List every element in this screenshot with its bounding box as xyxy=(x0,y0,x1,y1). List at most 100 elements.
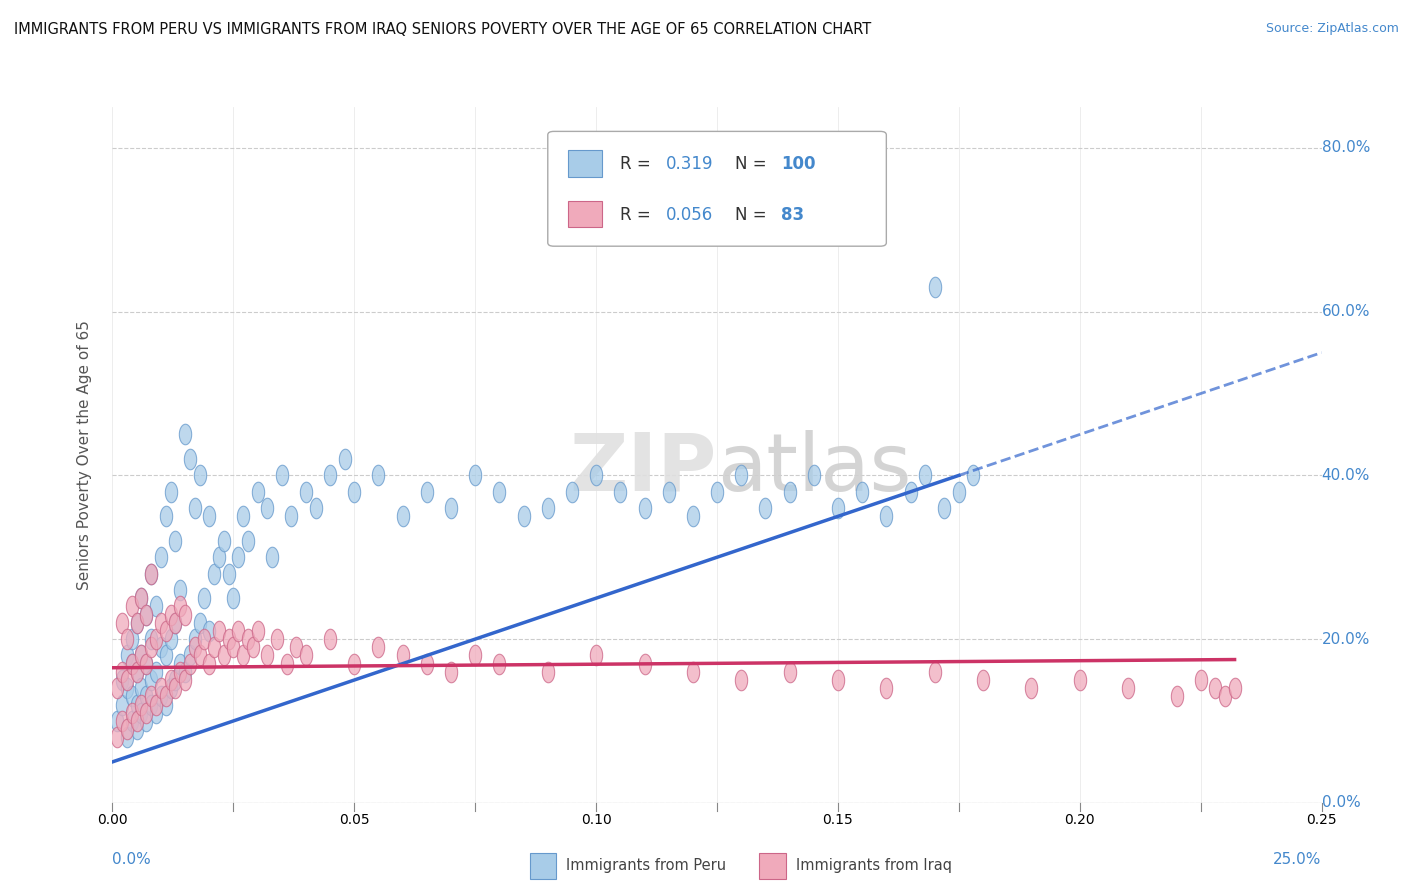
Point xyxy=(115,731,138,745)
Point xyxy=(111,673,134,687)
Text: 40.0%: 40.0% xyxy=(1322,468,1369,483)
Point xyxy=(1021,681,1043,696)
Point xyxy=(803,468,825,483)
Point xyxy=(155,690,177,704)
Point xyxy=(125,698,148,712)
Text: 0.056: 0.056 xyxy=(666,206,713,224)
Point xyxy=(165,615,187,630)
Point xyxy=(295,484,318,499)
Point xyxy=(141,690,163,704)
Point xyxy=(779,665,801,679)
Point xyxy=(262,550,284,565)
Point xyxy=(145,632,167,646)
Point xyxy=(125,615,148,630)
Point xyxy=(131,648,153,663)
Text: 0.0%: 0.0% xyxy=(1322,796,1361,810)
Point xyxy=(155,624,177,638)
Point xyxy=(208,624,231,638)
Point xyxy=(488,657,510,671)
Point xyxy=(633,657,655,671)
Point xyxy=(121,599,143,614)
Point xyxy=(706,484,728,499)
Point xyxy=(145,698,167,712)
Text: 100: 100 xyxy=(782,155,815,173)
Point xyxy=(165,681,187,696)
Point xyxy=(111,714,134,728)
Point xyxy=(165,673,187,687)
Point xyxy=(319,468,342,483)
Point xyxy=(174,607,197,622)
Point xyxy=(754,501,776,516)
Point xyxy=(135,607,157,622)
Point xyxy=(179,452,201,467)
Point xyxy=(115,632,138,646)
Point xyxy=(174,665,197,679)
Point xyxy=(972,673,994,687)
Point xyxy=(121,657,143,671)
Point xyxy=(440,665,463,679)
Point xyxy=(464,468,486,483)
Point xyxy=(125,665,148,679)
Point xyxy=(125,615,148,630)
Point xyxy=(256,501,278,516)
Point xyxy=(585,648,607,663)
Point xyxy=(131,591,153,606)
Point xyxy=(1223,681,1246,696)
Point xyxy=(1166,690,1188,704)
FancyBboxPatch shape xyxy=(548,131,886,246)
Point xyxy=(948,484,970,499)
Point xyxy=(169,582,191,597)
Point xyxy=(924,280,946,294)
Point xyxy=(131,681,153,696)
Point xyxy=(155,648,177,663)
Point xyxy=(226,624,249,638)
Point xyxy=(319,632,342,646)
Point xyxy=(155,509,177,524)
Point xyxy=(827,501,849,516)
Point xyxy=(169,657,191,671)
Point xyxy=(222,640,245,655)
Point xyxy=(121,714,143,728)
Point xyxy=(131,706,153,720)
Point xyxy=(145,599,167,614)
Point xyxy=(174,427,197,442)
Point xyxy=(962,468,984,483)
Point xyxy=(105,731,128,745)
Point xyxy=(416,657,439,671)
Point xyxy=(179,648,201,663)
Point xyxy=(934,501,956,516)
Point xyxy=(121,706,143,720)
Text: R =: R = xyxy=(620,155,657,173)
Point xyxy=(121,690,143,704)
Point xyxy=(125,665,148,679)
Point xyxy=(159,673,181,687)
Point xyxy=(111,615,134,630)
Point xyxy=(537,665,560,679)
Point xyxy=(141,632,163,646)
Point xyxy=(208,550,231,565)
Point xyxy=(165,533,187,548)
Point xyxy=(145,665,167,679)
Text: atlas: atlas xyxy=(717,430,911,508)
Text: 80.0%: 80.0% xyxy=(1322,140,1369,155)
Point xyxy=(391,509,413,524)
Text: Source: ZipAtlas.com: Source: ZipAtlas.com xyxy=(1265,22,1399,36)
Point xyxy=(875,509,897,524)
Text: R =: R = xyxy=(620,206,657,224)
Text: 60.0%: 60.0% xyxy=(1322,304,1369,319)
Point xyxy=(924,665,946,679)
Point xyxy=(159,607,181,622)
Point xyxy=(391,648,413,663)
Point xyxy=(851,484,873,499)
Point xyxy=(242,640,264,655)
Text: Immigrants from Iraq: Immigrants from Iraq xyxy=(796,858,952,873)
Point xyxy=(367,468,389,483)
Point xyxy=(125,722,148,736)
Point xyxy=(135,657,157,671)
Point xyxy=(149,690,172,704)
Point xyxy=(111,698,134,712)
Point xyxy=(198,509,221,524)
Point xyxy=(236,533,259,548)
Point xyxy=(183,632,205,646)
Point xyxy=(343,484,366,499)
